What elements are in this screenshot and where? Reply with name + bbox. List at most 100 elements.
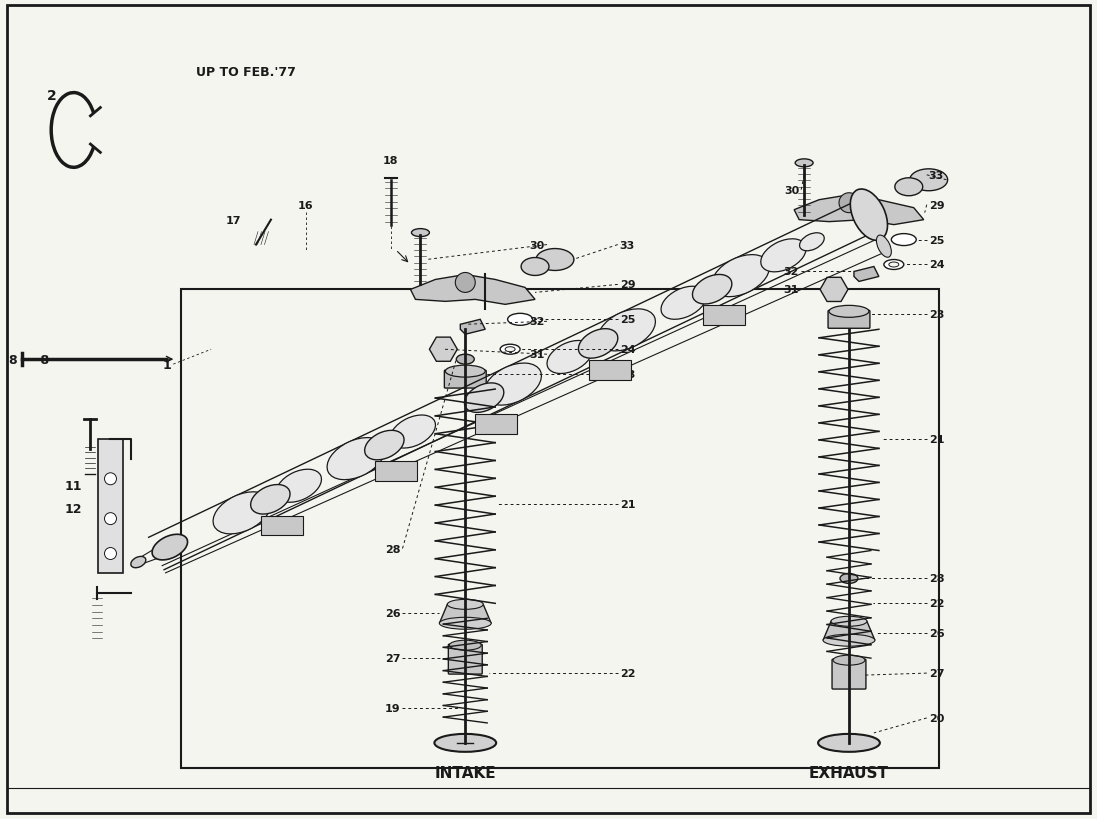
Text: 29: 29 [620,280,635,290]
Ellipse shape [484,364,542,405]
FancyBboxPatch shape [444,371,486,388]
Ellipse shape [464,383,504,413]
Text: INTAKE: INTAKE [434,765,496,781]
Ellipse shape [761,239,806,273]
Ellipse shape [823,635,875,646]
Text: 23: 23 [929,310,945,320]
Ellipse shape [840,574,858,584]
Ellipse shape [131,557,146,568]
Text: 24: 24 [620,345,635,355]
Text: 23: 23 [620,369,635,380]
Ellipse shape [692,275,732,305]
Text: 29: 29 [929,201,945,210]
Text: 27: 27 [929,668,945,678]
Circle shape [104,473,116,485]
Polygon shape [853,267,879,282]
Polygon shape [410,275,535,305]
Text: 22: 22 [929,599,945,609]
Ellipse shape [661,287,706,320]
Text: 33: 33 [620,240,635,251]
Polygon shape [440,604,491,623]
Circle shape [104,513,116,525]
Text: 16: 16 [298,201,314,210]
FancyBboxPatch shape [261,516,303,536]
Ellipse shape [895,179,923,197]
Text: 28: 28 [385,544,400,554]
Text: 19: 19 [385,704,400,713]
Text: 11: 11 [65,479,82,492]
Ellipse shape [521,258,548,276]
Polygon shape [823,622,875,640]
Ellipse shape [598,310,655,351]
Text: 25: 25 [620,315,635,325]
Text: 1: 1 [162,358,171,371]
Ellipse shape [889,263,898,268]
Text: 28: 28 [929,574,945,584]
FancyBboxPatch shape [703,306,745,326]
Ellipse shape [547,341,592,374]
Ellipse shape [456,355,474,364]
Ellipse shape [500,345,520,355]
Ellipse shape [445,366,485,378]
Ellipse shape [832,617,867,627]
Ellipse shape [850,190,887,241]
Polygon shape [794,196,924,225]
Ellipse shape [440,618,491,630]
FancyBboxPatch shape [832,659,866,690]
Text: 27: 27 [385,654,400,663]
Text: 30: 30 [784,186,799,196]
Polygon shape [461,320,485,335]
Text: 30: 30 [530,240,545,251]
Ellipse shape [795,160,813,168]
Text: 17: 17 [226,215,241,225]
FancyBboxPatch shape [828,311,870,329]
FancyBboxPatch shape [589,360,631,380]
Ellipse shape [213,492,271,534]
Polygon shape [429,337,457,362]
Ellipse shape [450,640,482,650]
Ellipse shape [833,655,864,665]
Ellipse shape [536,249,574,271]
Ellipse shape [712,256,769,297]
Text: 31: 31 [783,285,799,295]
Circle shape [839,193,859,214]
Polygon shape [821,278,848,302]
Text: 33: 33 [929,170,943,180]
Ellipse shape [434,734,496,752]
Text: – 8: – 8 [30,353,49,366]
Ellipse shape [411,229,429,238]
FancyBboxPatch shape [98,439,124,574]
Ellipse shape [884,260,904,270]
Text: 12: 12 [65,503,82,515]
Text: 18: 18 [383,156,398,165]
Text: 8: 8 [8,353,16,366]
FancyBboxPatch shape [449,645,483,674]
Circle shape [104,548,116,560]
Ellipse shape [909,170,948,192]
Text: EXHAUST: EXHAUST [808,765,889,781]
Ellipse shape [364,431,404,460]
Ellipse shape [152,535,188,560]
Text: 31: 31 [530,350,545,360]
Text: 20: 20 [929,713,945,723]
Ellipse shape [800,233,824,251]
Text: 32: 32 [530,317,545,327]
FancyBboxPatch shape [7,7,1090,812]
Ellipse shape [877,236,892,258]
Text: 24: 24 [929,260,945,270]
Ellipse shape [818,734,880,752]
Ellipse shape [276,469,321,503]
Text: 26: 26 [385,609,400,618]
FancyBboxPatch shape [375,462,417,482]
Ellipse shape [250,485,290,514]
Ellipse shape [505,347,516,352]
Ellipse shape [448,600,483,609]
Text: 32: 32 [783,267,799,277]
Text: 21: 21 [929,434,945,445]
Text: 2: 2 [47,89,57,103]
Ellipse shape [892,234,916,247]
Text: UP TO FEB.'77: UP TO FEB.'77 [196,66,296,79]
Text: 21: 21 [620,499,635,509]
Ellipse shape [829,306,869,318]
FancyBboxPatch shape [475,414,517,434]
